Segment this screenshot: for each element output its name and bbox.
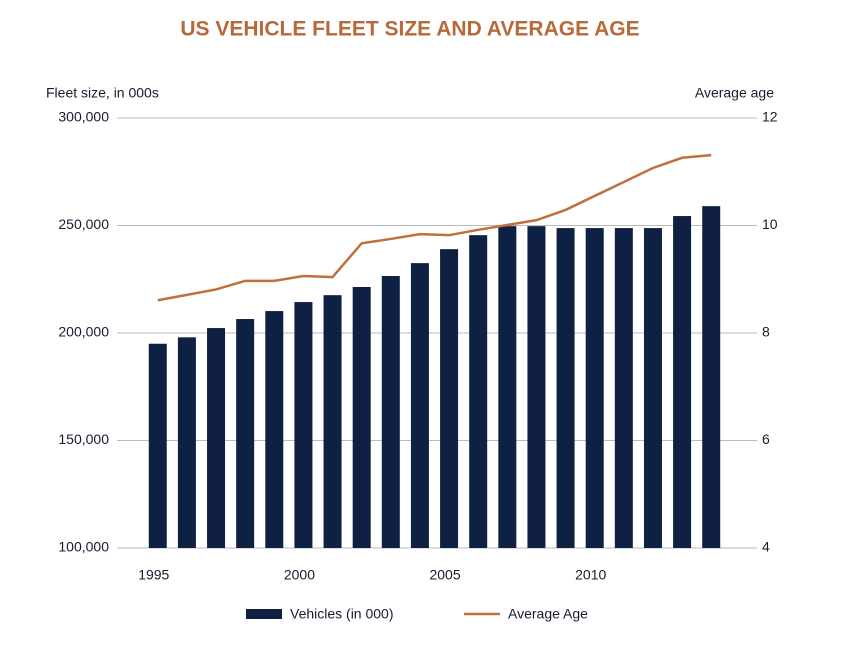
bar — [265, 311, 284, 548]
bar — [294, 302, 313, 548]
y-tick-label: 250,000 — [58, 216, 109, 232]
bar — [381, 276, 400, 548]
y2-tick-label: 8 — [762, 324, 770, 340]
bar — [469, 235, 488, 549]
x-tick-label: 2010 — [575, 567, 606, 583]
y-tick-label: 300,000 — [58, 109, 109, 125]
y-tick-label: 100,000 — [58, 539, 109, 555]
bar — [440, 249, 459, 548]
bar — [702, 206, 721, 548]
bar — [148, 343, 167, 548]
legend-label: Average Age — [508, 606, 588, 622]
y2-tick-label: 10 — [762, 216, 778, 232]
bar — [410, 263, 429, 548]
legend-swatch — [246, 609, 282, 619]
y2-tick-label: 12 — [762, 109, 778, 125]
y-tick-label: 150,000 — [58, 431, 109, 447]
bar — [177, 337, 196, 548]
bar — [643, 228, 662, 548]
bar — [556, 228, 575, 548]
y2-tick-label: 6 — [762, 431, 770, 447]
x-tick-label: 1995 — [138, 567, 169, 583]
bar — [673, 216, 692, 549]
x-tick-label: 2005 — [429, 567, 460, 583]
bar — [498, 226, 517, 548]
bar — [614, 228, 633, 548]
y2-axis-label: Average age — [695, 85, 774, 101]
y2-tick-label: 4 — [762, 539, 770, 555]
bar — [352, 286, 371, 548]
bar — [207, 328, 226, 548]
bar — [585, 228, 604, 548]
legend-label: Vehicles (in 000) — [290, 606, 394, 622]
chart-title: US VEHICLE FLEET SIZE AND AVERAGE AGE — [180, 18, 639, 41]
y-axis-label: Fleet size, in 000s — [46, 85, 159, 101]
line — [157, 153, 712, 302]
y-tick-label: 200,000 — [58, 324, 109, 340]
x-tick-label: 2000 — [284, 567, 315, 583]
bar — [323, 295, 342, 548]
bar — [236, 319, 255, 548]
bar — [527, 226, 546, 548]
